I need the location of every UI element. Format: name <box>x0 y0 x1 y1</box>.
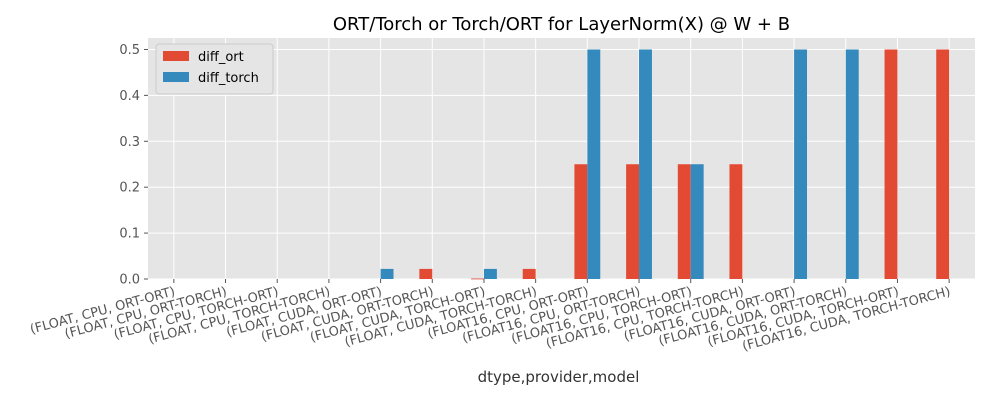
bar-diff_torch <box>639 49 652 279</box>
y-tick-label: 0.3 <box>119 135 140 150</box>
legend: diff_ort diff_torch <box>155 43 274 95</box>
bar-diff_ort <box>522 268 536 279</box>
bar-diff_torch <box>794 49 808 279</box>
bar-diff_ort <box>677 164 691 279</box>
y-tick-label: 0.4 <box>119 89 140 104</box>
y-tick-label: 0.1 <box>119 227 140 242</box>
bar-diff_ort <box>729 164 743 279</box>
bar-diff_ort <box>884 49 898 279</box>
bar-diff_torch <box>845 49 859 279</box>
y-tick-label: 0.0 <box>119 273 140 288</box>
legend-label: diff_ort <box>198 50 244 65</box>
chart-title: ORT/Torch or Torch/ORT for LayerNorm(X) … <box>333 14 790 35</box>
bar-diff_ort <box>471 278 484 280</box>
y-tick-label: 0.2 <box>119 181 140 196</box>
bar-diff_ort <box>419 268 433 279</box>
bar-diff_torch <box>380 268 394 279</box>
bar-diff_ort <box>574 164 588 279</box>
legend-swatch <box>163 72 189 82</box>
x-axis-label: dtype,provider,model <box>478 368 640 386</box>
y-axis-ticks: 0.0 0.1 0.2 0.3 0.4 0.5 <box>119 43 148 288</box>
bar-diff_torch <box>690 164 704 279</box>
legend-label: diff_torch <box>198 71 259 86</box>
bar-diff_ort <box>626 164 640 279</box>
x-axis-ticks: (FLOAT, CPU, ORT-ORT)(FLOAT, CPU, ORT-TO… <box>29 279 952 354</box>
plot-area <box>148 38 975 279</box>
y-tick-label: 0.5 <box>119 43 140 58</box>
bar-diff_torch <box>483 268 497 279</box>
bar-diff_torch <box>587 49 601 279</box>
legend-swatch <box>163 51 189 61</box>
bar-diff_ort <box>936 49 950 279</box>
bars <box>380 49 950 280</box>
